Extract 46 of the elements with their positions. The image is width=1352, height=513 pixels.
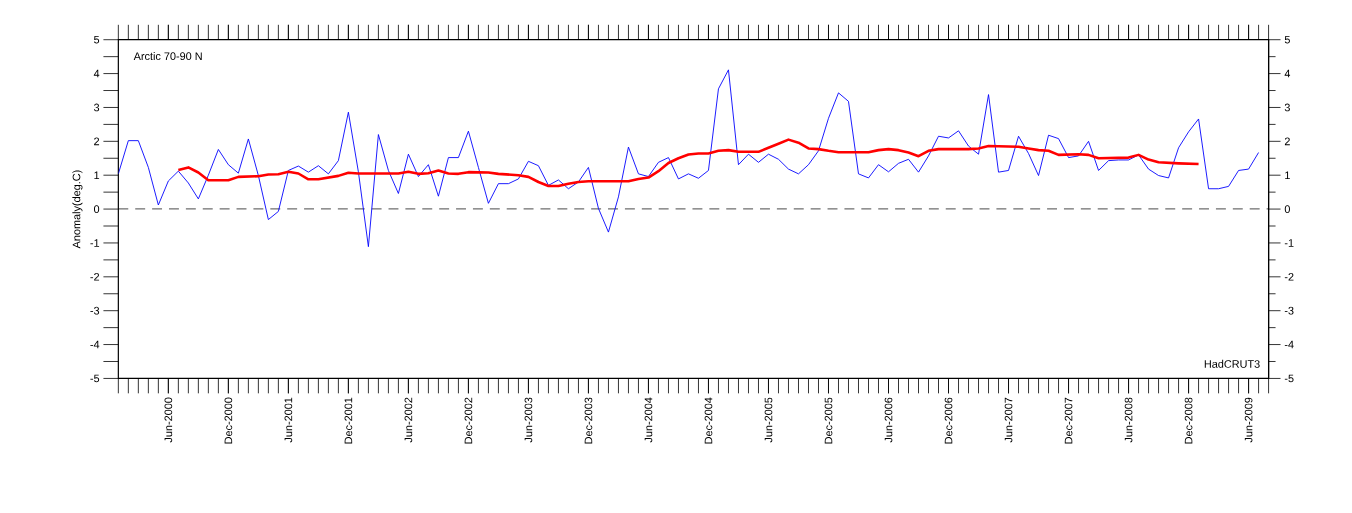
x-tick-label: Dec-2006: [944, 397, 953, 444]
x-tick-label: Dec-2000: [224, 397, 233, 444]
y-tick-label: -5: [90, 374, 100, 383]
x-tick-label: Dec-2003: [584, 397, 593, 444]
y-axis-title: Anomaly(deg.C): [72, 170, 83, 249]
x-tick-label: Jun-2008: [1124, 397, 1133, 443]
x-tick-label: Dec-2005: [824, 397, 833, 444]
y2-tick-label: -1: [1284, 239, 1294, 247]
x-tick-label: Jun-2009: [1244, 397, 1253, 443]
y2-tick-label: -2: [1284, 273, 1294, 281]
y-tick-label: 5: [93, 36, 100, 44]
x-tick-label: Jun-2007: [1004, 397, 1013, 443]
y2-tick-label: 4: [1284, 70, 1291, 78]
x-tick-label: Dec-2007: [1064, 397, 1073, 444]
x-tick-label: Jun-2002: [404, 397, 413, 443]
y-tick-label: 2: [94, 137, 100, 146]
y2-tick-label: -5: [1284, 374, 1294, 383]
x-tick-label: Dec-2008: [1184, 397, 1193, 444]
x-tick-label: Jun-2000: [164, 397, 173, 443]
y-tick-label: -4: [90, 341, 100, 349]
annotation: Arctic 70-90 N: [133, 52, 202, 61]
x-tick-label: Jun-2001: [284, 397, 293, 443]
y2-tick-label: 5: [1284, 36, 1290, 44]
x-tick-label: Jun-2005: [764, 397, 773, 443]
y2-tick-label: 0: [1284, 205, 1290, 214]
annotation: HadCRUT3: [1204, 360, 1260, 369]
y-tick-label: 0: [93, 205, 100, 214]
x-tick-label: Dec-2002: [464, 397, 473, 444]
y-tick-label: -2: [90, 273, 100, 281]
x-tick-label: Jun-2004: [644, 397, 653, 443]
y-tick-label: 1: [94, 171, 100, 180]
y-tick-label: -3: [90, 307, 100, 315]
x-tick-label: Jun-2003: [524, 397, 533, 443]
x-tick-label: Dec-2001: [344, 397, 353, 444]
line-series: [118, 69, 1260, 248]
x-tick-label: Jun-2006: [884, 397, 893, 443]
y2-tick-label: -4: [1284, 341, 1294, 349]
y2-tick-label: -3: [1284, 307, 1294, 315]
y2-tick-label: 3: [1284, 103, 1290, 112]
y-tick-label: 4: [93, 70, 100, 78]
x-tick-label: Dec-2004: [704, 397, 713, 444]
line-series: [177, 138, 1200, 188]
y-tick-label: -1: [90, 239, 100, 247]
y2-tick-label: 2: [1284, 137, 1290, 146]
y-tick-label: 3: [93, 103, 100, 112]
y2-tick-label: 1: [1285, 171, 1290, 180]
